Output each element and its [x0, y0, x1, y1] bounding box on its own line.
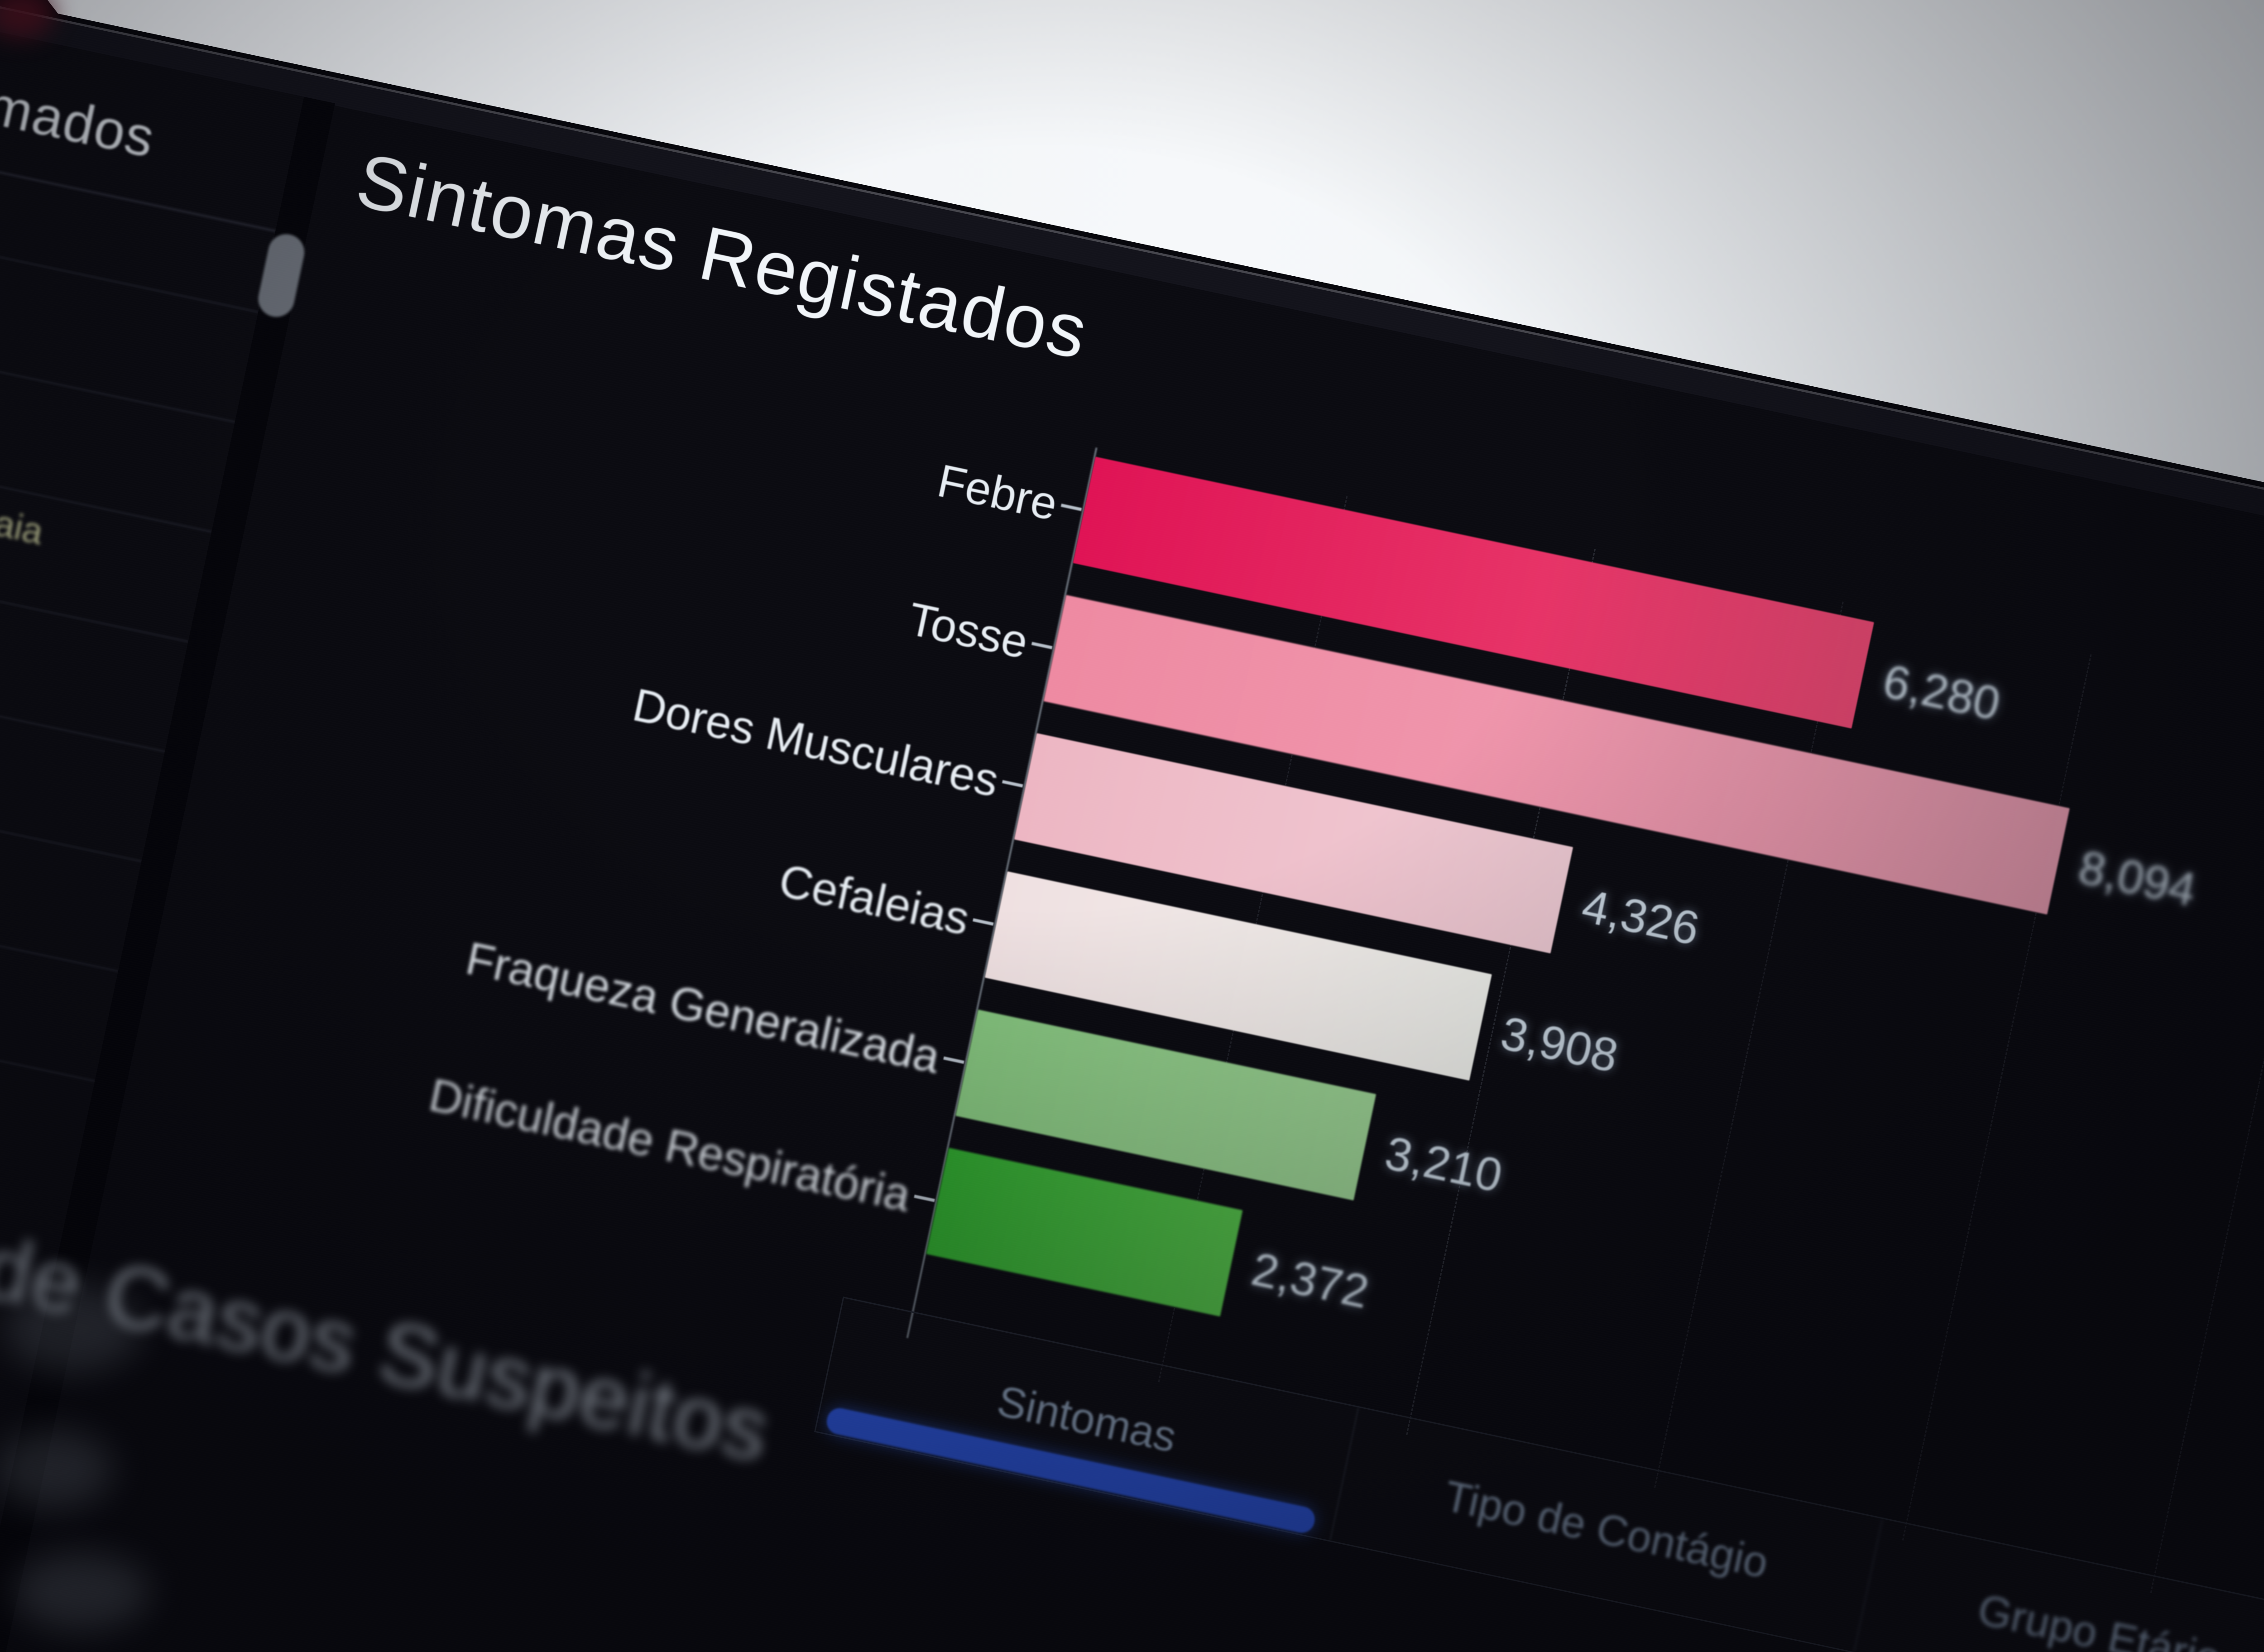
sidebar-separator: [0, 656, 165, 753]
sidebar-separator: [0, 766, 142, 862]
axis-tick: [1002, 780, 1023, 788]
tab-tipo-de-contagio[interactable]: Tipo de Contágio: [1331, 1407, 1883, 1652]
sidebar-separator: [0, 875, 119, 972]
blurred-edge-text-blob: [14, 1553, 149, 1630]
value-label: 6,280: [1878, 654, 2005, 731]
value-label: 4,326: [1577, 879, 1704, 956]
axis-tick: [973, 918, 994, 926]
bar-dificuldade-respirat-ria[interactable]: [926, 1148, 1243, 1317]
sidebar-list-item-gaia[interactable]: Gaia: [0, 496, 47, 552]
axis-tick: [1031, 642, 1053, 649]
sidebar-separator: [0, 326, 235, 423]
value-label: 3,210: [1380, 1126, 1507, 1203]
sidebar-separator: [0, 216, 259, 313]
value-label: 3,908: [1496, 1007, 1623, 1083]
axis-tick: [1060, 504, 1082, 511]
gridline: [2150, 707, 2264, 1594]
value-label: 2,372: [1247, 1243, 1373, 1319]
sidebar-separator: [0, 985, 95, 1082]
tab-grupo-etario[interactable]: Grupo Etário: [1973, 1585, 2225, 1652]
axis-tick: [943, 1056, 964, 1064]
sidebar-separator: [0, 546, 189, 643]
blurred-edge-text-blob: [5, 1286, 140, 1372]
blurred-edge-text-blob: [0, 1431, 113, 1508]
value-label: 8,094: [2074, 840, 2201, 917]
axis-tick: [914, 1195, 935, 1202]
